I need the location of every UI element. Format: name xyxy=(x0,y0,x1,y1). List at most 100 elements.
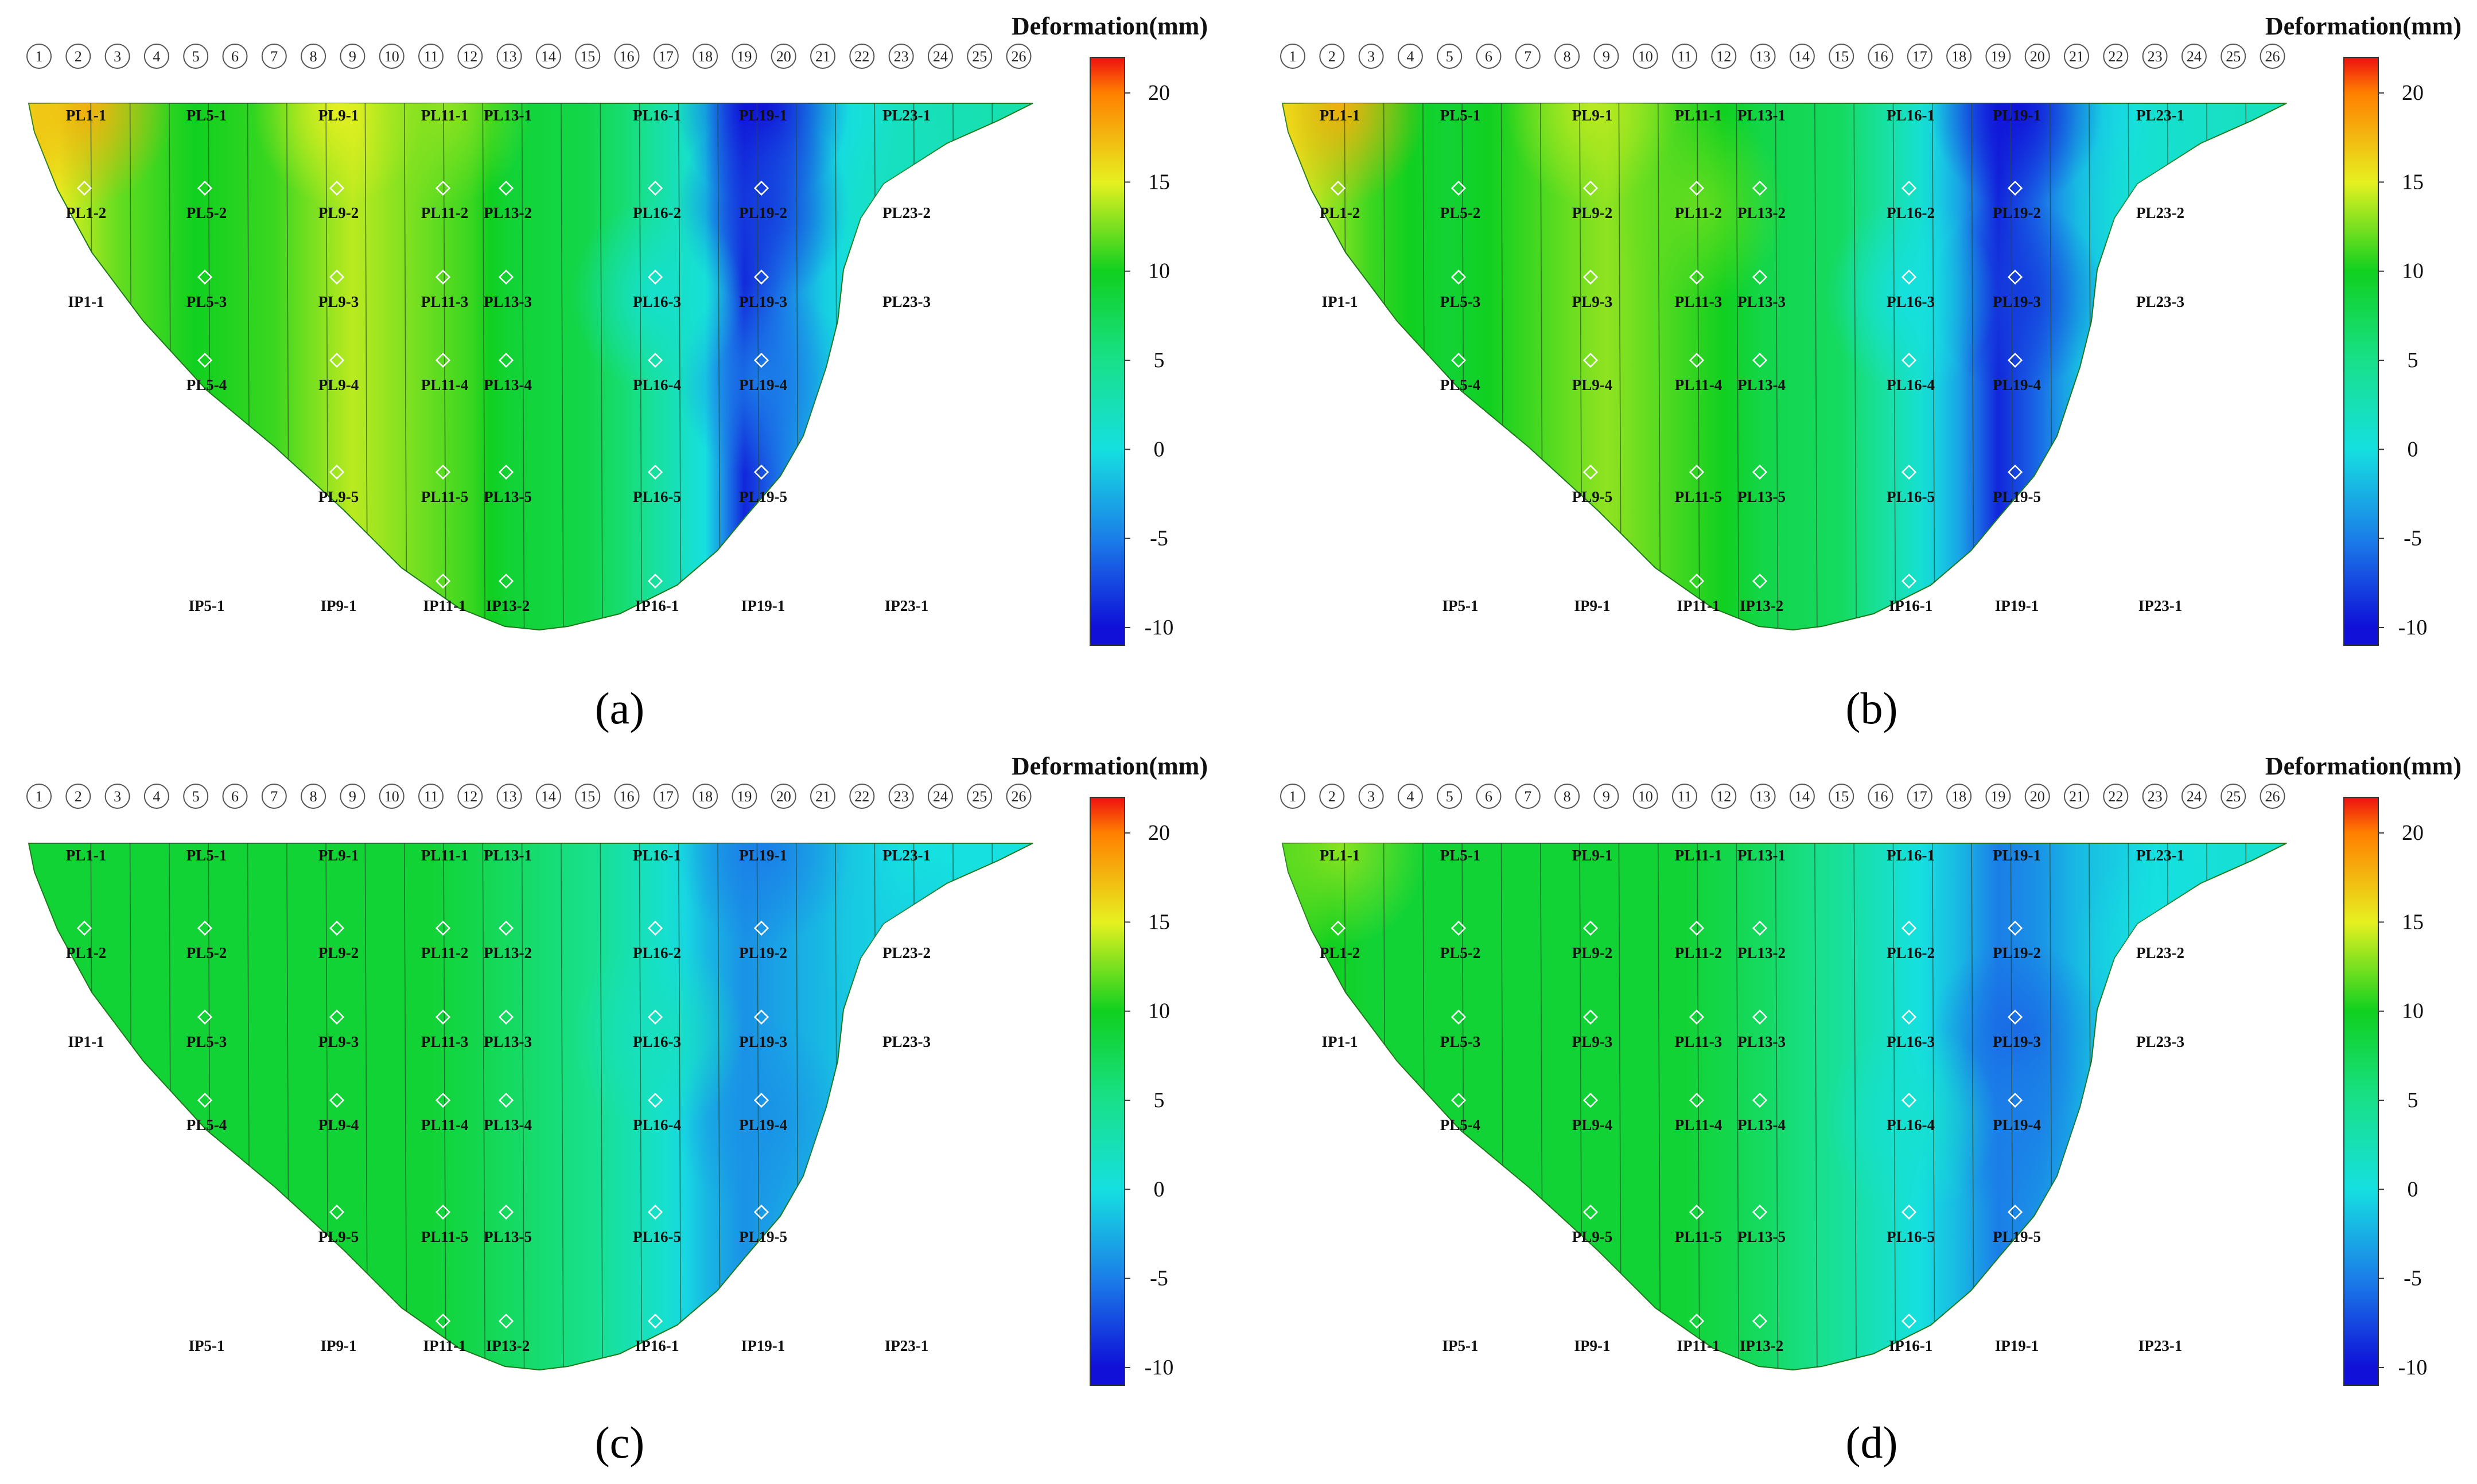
point-label-PL11-4: PL11-4 xyxy=(1675,376,1722,394)
marker-PL11-3 xyxy=(435,269,451,285)
section-circle-24 xyxy=(2181,784,2207,809)
section-circle-8 xyxy=(301,44,326,69)
colorbar-title: Deformation(mm) xyxy=(1012,12,1208,40)
section-number-24: 24 xyxy=(2187,48,2202,65)
point-label-IP16-1: IP16-1 xyxy=(635,1337,679,1354)
section-number-20: 20 xyxy=(2030,48,2045,65)
colorbar-title: Deformation(mm) xyxy=(2265,12,2462,40)
section-number-12: 12 xyxy=(462,48,477,65)
point-label-PL13-4: PL13-4 xyxy=(1737,1116,1786,1134)
marker-PL16-1 xyxy=(1901,823,1917,839)
point-label-PL11-3: PL11-3 xyxy=(1675,293,1722,310)
colorbar-tick-label: 0 xyxy=(2408,437,2418,461)
section-number-4: 4 xyxy=(153,48,160,65)
marker-PL13-5 xyxy=(1752,1204,1768,1220)
point-label-PL13-5: PL13-5 xyxy=(484,1228,532,1245)
point-label-IP13-2: IP13-2 xyxy=(486,597,530,614)
marker-PL19-2 xyxy=(2007,920,2023,936)
point-label-PL13-1: PL13-1 xyxy=(1737,847,1786,864)
point-label-IP23-1: IP23-1 xyxy=(2138,597,2183,614)
panel-b: 1 2 3 4 5 6 7 8 9 10 11 12 13 14 15 16 17 18 19 20 21 22 23 24 2… xyxy=(1280,12,2462,646)
section-number-23: 23 xyxy=(2148,788,2163,805)
section-circle-3 xyxy=(1358,784,1384,809)
marker-IP5-1 xyxy=(1451,1313,1467,1329)
point-label-IP9-1: IP9-1 xyxy=(321,597,357,614)
point-label-PL19-4: PL19-4 xyxy=(1993,1116,2041,1134)
joint-line xyxy=(561,103,564,630)
marker-PL23-3 xyxy=(897,269,913,285)
marker-IP9-1 xyxy=(1582,573,1599,589)
section-number-24: 24 xyxy=(933,788,948,805)
point-label-PL5-4: PL5-4 xyxy=(1440,376,1481,394)
point-label-PL13-5: PL13-5 xyxy=(1737,488,1786,505)
point-label-PL19-3: PL19-3 xyxy=(739,1033,787,1050)
point-label-PL13-1: PL13-1 xyxy=(1737,107,1786,124)
section-circle-2 xyxy=(1319,784,1345,809)
section-number-24: 24 xyxy=(933,48,948,65)
point-label-PL13-2: PL13-2 xyxy=(484,204,532,221)
marker-IP9-1 xyxy=(329,1313,345,1329)
section-circle-2 xyxy=(65,784,91,809)
marker-PL5-2 xyxy=(1451,920,1467,936)
joint-line xyxy=(1971,843,1974,1370)
marker-PL11-2 xyxy=(1689,180,1705,196)
point-label-IP13-2: IP13-2 xyxy=(486,1337,530,1354)
marker-PL5-3 xyxy=(1451,269,1467,285)
marker-PL19-1 xyxy=(2007,83,2023,99)
colorbar-tick-label: 20 xyxy=(2402,821,2424,845)
joint-line xyxy=(991,843,995,1370)
section-circle-24 xyxy=(927,784,953,809)
marker-PL9-4 xyxy=(1582,352,1599,368)
section-number-5: 5 xyxy=(1446,788,1453,805)
panel-caption-a: (a) xyxy=(594,683,645,733)
point-label-PL16-2: PL16-2 xyxy=(1887,944,1935,961)
colorbar-title: Deformation(mm) xyxy=(1012,752,1208,780)
marker-PL9-4 xyxy=(329,1092,345,1108)
marker-IP5-1 xyxy=(1451,573,1467,589)
section-circle-12 xyxy=(1711,44,1737,69)
colorbar-tick-label: 5 xyxy=(1154,348,1165,372)
marker-PL19-2 xyxy=(2007,180,2023,196)
colorbar xyxy=(1090,57,1125,646)
marker-PL5-1 xyxy=(1451,83,1467,99)
point-label-PL13-1: PL13-1 xyxy=(484,847,532,864)
section-number-21: 21 xyxy=(815,48,830,65)
spot-PL11-1 xyxy=(359,103,531,207)
point-label-PL1-1: PL1-1 xyxy=(66,107,107,124)
marker-PL16-5 xyxy=(647,464,663,480)
point-label-IP5-1: IP5-1 xyxy=(189,1337,225,1354)
section-circle-8 xyxy=(301,784,326,809)
colorbar-tick-label: 15 xyxy=(1148,910,1170,934)
point-label-PL16-1: PL16-1 xyxy=(633,107,681,124)
section-number-2: 2 xyxy=(75,788,82,805)
section-circle-14 xyxy=(1789,784,1815,809)
section-number-9: 9 xyxy=(1603,48,1610,65)
panel-c: 1 2 3 4 5 6 7 8 9 10 11 12 13 14 15 16 17 18 19 20 21 22 23 24 2… xyxy=(26,752,1208,1386)
section-number-19: 19 xyxy=(1990,48,2005,65)
point-label-PL16-4: PL16-4 xyxy=(633,1116,681,1134)
joint-line xyxy=(1697,103,1700,630)
section-number-10: 10 xyxy=(1638,788,1653,805)
section-circle-15 xyxy=(575,784,601,809)
marker-PL13-1 xyxy=(1752,823,1768,839)
section-circle-1 xyxy=(1280,784,1305,809)
section-circle-4 xyxy=(1397,44,1423,69)
colorbar-tick-label: 5 xyxy=(2408,348,2418,372)
joint-line xyxy=(443,843,446,1370)
joint-line xyxy=(561,843,564,1370)
joint-line xyxy=(678,103,682,630)
marker-PL1-2 xyxy=(1330,920,1346,936)
colorbar xyxy=(1090,797,1125,1386)
point-label-PL13-4: PL13-4 xyxy=(484,376,532,394)
colorbar-tick-label: -10 xyxy=(2398,616,2428,640)
point-label-IP11-1: IP11-1 xyxy=(1677,597,1720,614)
point-label-PL9-2: PL9-2 xyxy=(1572,944,1613,961)
section-number-9: 9 xyxy=(349,48,356,65)
marker-PL9-1 xyxy=(329,83,345,99)
joint-line xyxy=(1736,843,1740,1370)
marker-PL19-1 xyxy=(2007,823,2023,839)
section-circle-3 xyxy=(104,784,130,809)
section-circle-1 xyxy=(1280,44,1305,69)
point-label-PL19-2: PL19-2 xyxy=(1993,944,2041,961)
section-circle-6 xyxy=(1476,44,1502,69)
